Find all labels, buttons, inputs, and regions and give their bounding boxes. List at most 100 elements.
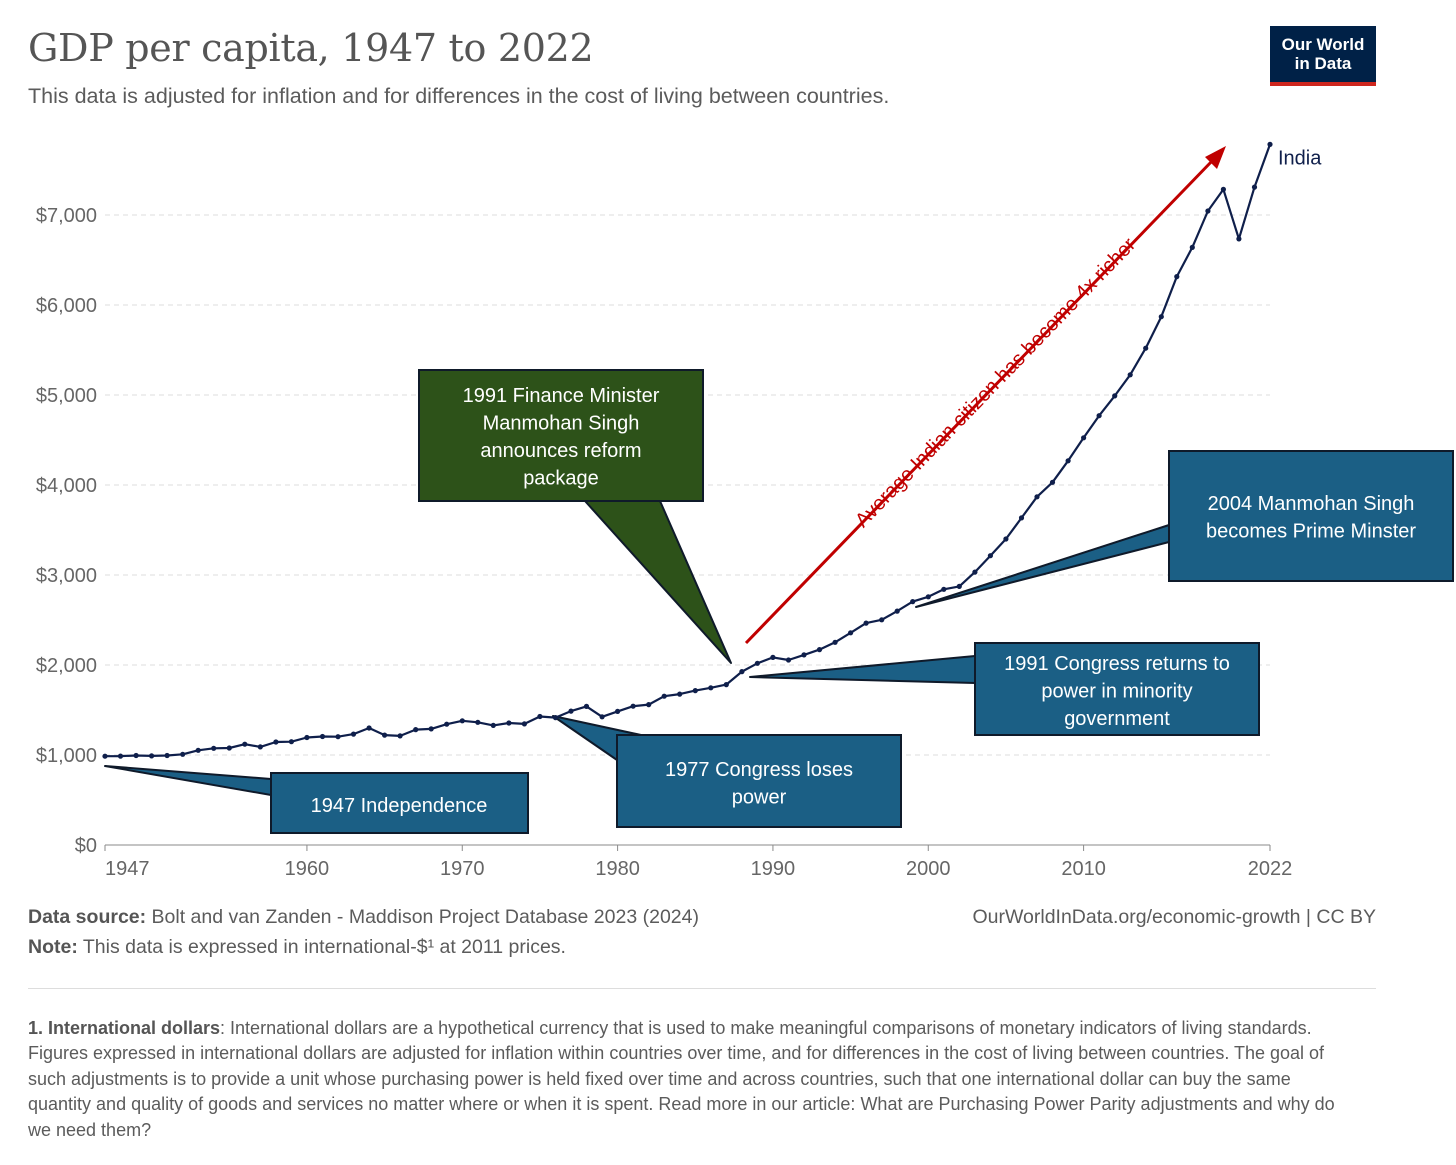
data-point [739, 669, 745, 675]
footnote-label: 1. International dollars [28, 1018, 221, 1038]
note-text: This data is expressed in international-… [77, 936, 566, 958]
callout-text: 1991 Congress returns to [1004, 653, 1230, 675]
data-point [863, 620, 869, 626]
y-tick-label: $0 [75, 835, 97, 857]
data-point [180, 751, 186, 757]
data-point [444, 721, 450, 727]
data-point [1096, 413, 1102, 419]
callout-box [616, 734, 902, 828]
chart-subtitle: This data is adjusted for inflation and … [28, 84, 890, 108]
data-point [1143, 345, 1149, 351]
data-point [723, 682, 729, 688]
x-tick-label: 1980 [595, 858, 640, 880]
data-point [1018, 515, 1025, 521]
data-point [521, 721, 528, 727]
data-point [1251, 184, 1258, 190]
callout-text: 1977 Congress loses [665, 759, 853, 781]
data-point [941, 586, 947, 592]
attribution-link[interactable]: OurWorldInData.org/economic-growth | CC … [972, 906, 1376, 928]
callout-text: announces reform [480, 440, 641, 462]
data-point [1065, 458, 1071, 464]
data-point [677, 691, 683, 697]
data-point [708, 685, 714, 691]
data-point [801, 652, 807, 658]
data-point [692, 688, 698, 694]
data-note: Note: This data is expressed in internat… [28, 936, 566, 959]
x-tick-label: 2010 [1061, 858, 1106, 880]
data-source: Data source: Bolt and van Zanden - Maddi… [28, 906, 699, 929]
y-tick-label: $1,000 [36, 745, 97, 767]
data-point [273, 739, 279, 745]
callout-text: government [1064, 708, 1170, 730]
logo-line-2: in Data [1294, 54, 1352, 73]
x-tick-label: 1947 [105, 858, 150, 880]
series-label-india: India [1278, 147, 1322, 169]
data-point [335, 734, 341, 740]
trend-arrow [744, 158, 1215, 645]
callout-text: 1947 Independence [311, 795, 488, 817]
data-point [1236, 236, 1242, 242]
data-point [1220, 186, 1226, 192]
x-tick-label: 1970 [440, 858, 485, 880]
line-chart: $0 $1,000 $2,000 $3,000 $4,000 $5,000 $6,000 $7… [36, 141, 1454, 880]
data-point [1127, 372, 1133, 378]
data-source-text: Bolt and van Zanden - Maddison Project D… [146, 906, 699, 928]
data-point [257, 744, 263, 750]
owid-logo[interactable]: Our World in Data [1270, 26, 1376, 86]
x-tick-label: 2000 [906, 858, 951, 880]
data-point [397, 733, 403, 739]
data-point [552, 715, 559, 721]
data-point [350, 731, 357, 737]
series-layer: India [102, 141, 1322, 759]
data-point [754, 660, 761, 666]
data-point [1174, 274, 1180, 280]
data-point [1081, 435, 1087, 441]
chart-title: GDP per capita, 1947 to 2022 [28, 26, 594, 70]
callout-text: 2004 Manmohan Singh [1208, 493, 1415, 515]
callout-text: power [732, 787, 787, 809]
x-tick-label: 1960 [285, 858, 330, 880]
y-tick-label: $4,000 [36, 475, 97, 497]
y-tick-label: $5,000 [36, 385, 97, 407]
data-point [1267, 141, 1273, 147]
data-point [816, 647, 823, 653]
callout-box [1168, 450, 1454, 582]
data-point [583, 703, 590, 710]
data-point [133, 752, 139, 759]
data-point [537, 713, 543, 720]
data-point [242, 741, 248, 747]
callout-text: package [523, 468, 599, 490]
data-point [164, 752, 170, 759]
callout-box [974, 642, 1260, 736]
y-tick-label: $3,000 [36, 565, 97, 587]
data-point [288, 739, 294, 745]
data-point [925, 594, 931, 600]
data-point [226, 745, 232, 751]
data-point [972, 569, 978, 575]
data-point [490, 722, 496, 729]
data-point [459, 718, 465, 724]
data-point [879, 617, 885, 623]
callout-box [270, 772, 529, 834]
annotation-layer: 1947 Independence 1977 Congress loses powe… [104, 146, 1454, 834]
callout-text: Manmohan Singh [483, 413, 640, 435]
trend-arrow-label: Average Indian citizen has become 4x ric… [851, 234, 1140, 532]
data-point [599, 714, 605, 720]
data-point [304, 734, 310, 741]
data-point [630, 703, 636, 709]
data-point [848, 630, 854, 636]
callout-pointer [915, 524, 1170, 608]
data-point [785, 657, 792, 663]
data-point [770, 654, 776, 661]
data-point [117, 753, 124, 759]
data-point [956, 583, 962, 589]
data-point [1034, 494, 1040, 500]
logo-accent-bar [1270, 82, 1376, 86]
callout-text: becomes Prime Minster [1206, 521, 1416, 543]
x-tick-label: 2022 [1248, 858, 1293, 880]
data-point [1049, 479, 1056, 485]
data-point [211, 745, 217, 751]
data-point [413, 727, 419, 733]
y-tick-label: $2,000 [36, 655, 97, 677]
data-point [1205, 208, 1211, 214]
